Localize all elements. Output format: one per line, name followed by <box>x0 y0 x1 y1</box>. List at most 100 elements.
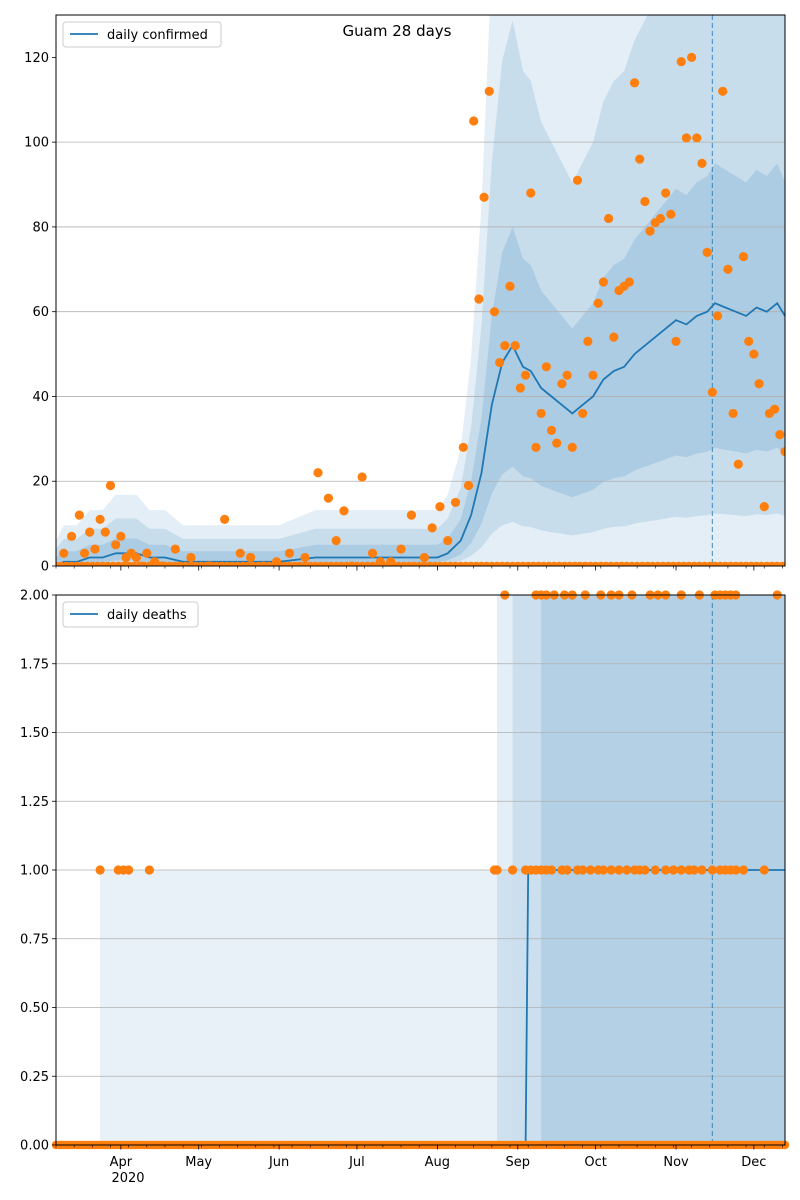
data-point <box>85 527 95 537</box>
y-tick-label: 1.25 <box>20 795 49 810</box>
y-tick-label: 0.25 <box>20 1070 49 1085</box>
data-point <box>507 865 518 875</box>
data-point <box>588 370 598 380</box>
data-point <box>235 548 245 558</box>
data-point <box>300 552 310 563</box>
data-point <box>495 357 505 368</box>
data-point <box>622 865 632 875</box>
data-point <box>131 552 142 563</box>
data-point <box>484 86 494 96</box>
data-point <box>515 383 525 393</box>
data-point <box>578 865 588 875</box>
data-point <box>676 865 686 875</box>
data-point <box>170 544 180 554</box>
data-point <box>66 531 77 541</box>
data-point <box>375 557 385 566</box>
data-point <box>655 213 666 224</box>
data-point <box>603 213 614 224</box>
data-point <box>731 865 741 875</box>
y-axis-ticks: 0.00 0.25 0.50 0.75 1.00 1.25 1.50 1.75 2.00 <box>20 589 56 1154</box>
data-point <box>629 78 640 88</box>
data-point <box>124 865 134 875</box>
data-point <box>759 502 769 512</box>
data-point <box>546 425 557 435</box>
data-point <box>204 561 214 566</box>
y-tick-label: 1.00 <box>20 864 49 879</box>
data-point <box>770 404 780 414</box>
x-year-label: 2020 <box>111 1171 144 1186</box>
data-point <box>419 552 429 563</box>
data-point <box>357 472 367 482</box>
data-point <box>95 865 105 875</box>
x-tick-label: Apr <box>110 1155 133 1170</box>
data-point <box>759 865 769 875</box>
data-point <box>367 548 378 558</box>
data-point <box>443 535 453 546</box>
data-point <box>339 506 349 516</box>
data-point <box>749 349 759 359</box>
y-grid <box>56 141 785 482</box>
legend-box <box>62 21 222 48</box>
data-point <box>157 561 167 566</box>
data-point <box>712 311 723 321</box>
y-tick-label: 0.50 <box>20 1001 49 1016</box>
data-point <box>702 247 712 257</box>
data-point <box>74 510 84 520</box>
data-point <box>386 557 396 566</box>
data-point <box>754 379 764 389</box>
data-point <box>463 480 474 491</box>
data-point <box>331 535 341 546</box>
confirmed-line <box>56 301 785 566</box>
deaths-panel: 0.00 0.25 0.50 0.75 1.00 1.25 1.50 1.75 2.00 Apr… <box>20 589 790 1186</box>
x-tick-label: May <box>185 1155 212 1170</box>
data-point <box>666 209 676 219</box>
data-point <box>546 865 557 875</box>
data-point <box>650 865 660 875</box>
data-point <box>116 531 126 541</box>
data-point <box>111 540 121 550</box>
data-point <box>552 438 562 448</box>
data-point <box>606 865 616 875</box>
data-point <box>505 281 515 291</box>
data-point <box>671 336 681 346</box>
data-point <box>450 497 461 508</box>
data-point <box>142 548 152 558</box>
data-point <box>526 188 536 198</box>
data-point <box>583 336 593 346</box>
data-point <box>469 116 479 126</box>
data-point <box>593 298 603 308</box>
x-axis-ticks: Apr May Jun Jul Aug Sep Oct Nov Dec <box>55 1145 783 1170</box>
confidence-band <box>56 15 785 566</box>
confidence-band <box>56 15 785 566</box>
data-point <box>645 226 655 236</box>
data-point <box>562 865 572 875</box>
y-tick-label: 1.50 <box>20 726 49 741</box>
data-point <box>510 341 520 351</box>
confirmed-points <box>56 52 785 566</box>
data-point <box>500 341 510 351</box>
data-point <box>536 408 546 419</box>
data-point <box>707 387 717 397</box>
data-point <box>284 548 295 558</box>
data-point <box>661 865 671 875</box>
x-tick-label: Sep <box>506 1155 531 1170</box>
data-point <box>323 493 334 503</box>
data-point <box>95 514 105 524</box>
data-point <box>661 188 671 198</box>
data-point <box>149 557 160 566</box>
legend-box <box>62 601 199 628</box>
data-point <box>697 865 707 875</box>
data-point <box>635 154 645 164</box>
data-point <box>668 865 679 875</box>
data-point <box>144 865 154 875</box>
data-point <box>79 548 90 558</box>
data-point <box>614 865 624 875</box>
data-point <box>707 865 717 875</box>
data-point <box>258 561 269 566</box>
y-tick-label: 20 <box>32 475 49 490</box>
data-point <box>479 192 489 202</box>
data-point <box>598 865 608 875</box>
y-axis-ticks: 0 20 40 60 80 100 120 <box>24 51 56 575</box>
series-line <box>56 301 785 566</box>
